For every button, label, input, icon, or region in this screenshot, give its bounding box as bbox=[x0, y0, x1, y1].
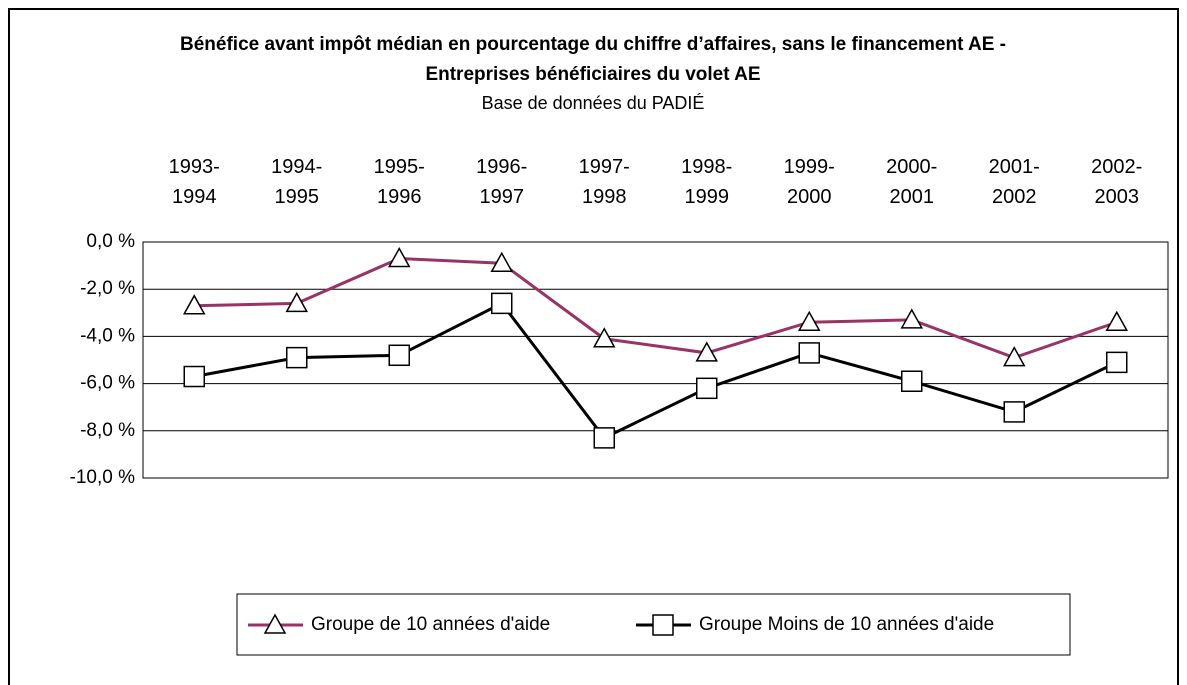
x-tick-label: 1994-1995 bbox=[271, 156, 323, 208]
legend-marker bbox=[652, 614, 674, 636]
chart-subtitle: Base de données du PADIÉ bbox=[481, 93, 705, 113]
data-point bbox=[798, 342, 820, 364]
data-point bbox=[900, 308, 924, 329]
data-point bbox=[695, 341, 719, 362]
data-point bbox=[285, 291, 309, 313]
y-tick-label: -6,0 % bbox=[80, 373, 135, 394]
y-tick-label: 0,0 % bbox=[86, 231, 135, 252]
data-point bbox=[592, 327, 616, 348]
y-tick-label: -4,0 % bbox=[80, 325, 135, 346]
data-point bbox=[388, 344, 410, 367]
x-tick-label: 1993-1994 bbox=[168, 156, 220, 208]
x-tick-label: 1999-2000 bbox=[783, 156, 835, 208]
y-tick-label: -10,0 % bbox=[70, 467, 136, 488]
data-point bbox=[1002, 346, 1026, 367]
data-point bbox=[593, 427, 615, 449]
data-point bbox=[182, 294, 206, 315]
series-line bbox=[193, 301, 1118, 440]
x-tick-label: 1998-1999 bbox=[681, 156, 733, 208]
y-tick-label: -8,0 % bbox=[80, 420, 135, 441]
y-tick-label: -2,0 % bbox=[80, 278, 135, 299]
legend-label: Groupe de 10 années d'aide bbox=[311, 614, 550, 635]
x-tick-label: 2000-2001 bbox=[886, 156, 938, 208]
data-point bbox=[183, 365, 205, 388]
data-point bbox=[1003, 401, 1025, 423]
data-point bbox=[696, 377, 718, 400]
data-point bbox=[797, 310, 821, 331]
x-tick-label: 1995-1996 bbox=[373, 156, 425, 208]
chart-title: Bénéfice avant impôt médian en pourcenta… bbox=[180, 34, 1006, 85]
data-point bbox=[387, 246, 411, 268]
series-line bbox=[194, 257, 1118, 360]
data-point bbox=[1105, 310, 1129, 331]
x-tick-label: 2001-2002 bbox=[988, 156, 1040, 208]
data-point bbox=[901, 370, 923, 392]
data-point bbox=[491, 292, 513, 315]
legend-label: Groupe Moins de 10 années d'aide bbox=[699, 614, 994, 635]
data-point bbox=[1106, 351, 1128, 374]
data-point bbox=[286, 346, 308, 369]
legend-marker bbox=[263, 613, 287, 634]
chart-border bbox=[8, 8, 1179, 685]
x-tick-label: 1997-1998 bbox=[578, 156, 630, 208]
x-tick-label: 1996-1997 bbox=[476, 156, 528, 208]
x-tick-label: 2002-2003 bbox=[1091, 156, 1143, 208]
data-point bbox=[490, 251, 514, 272]
